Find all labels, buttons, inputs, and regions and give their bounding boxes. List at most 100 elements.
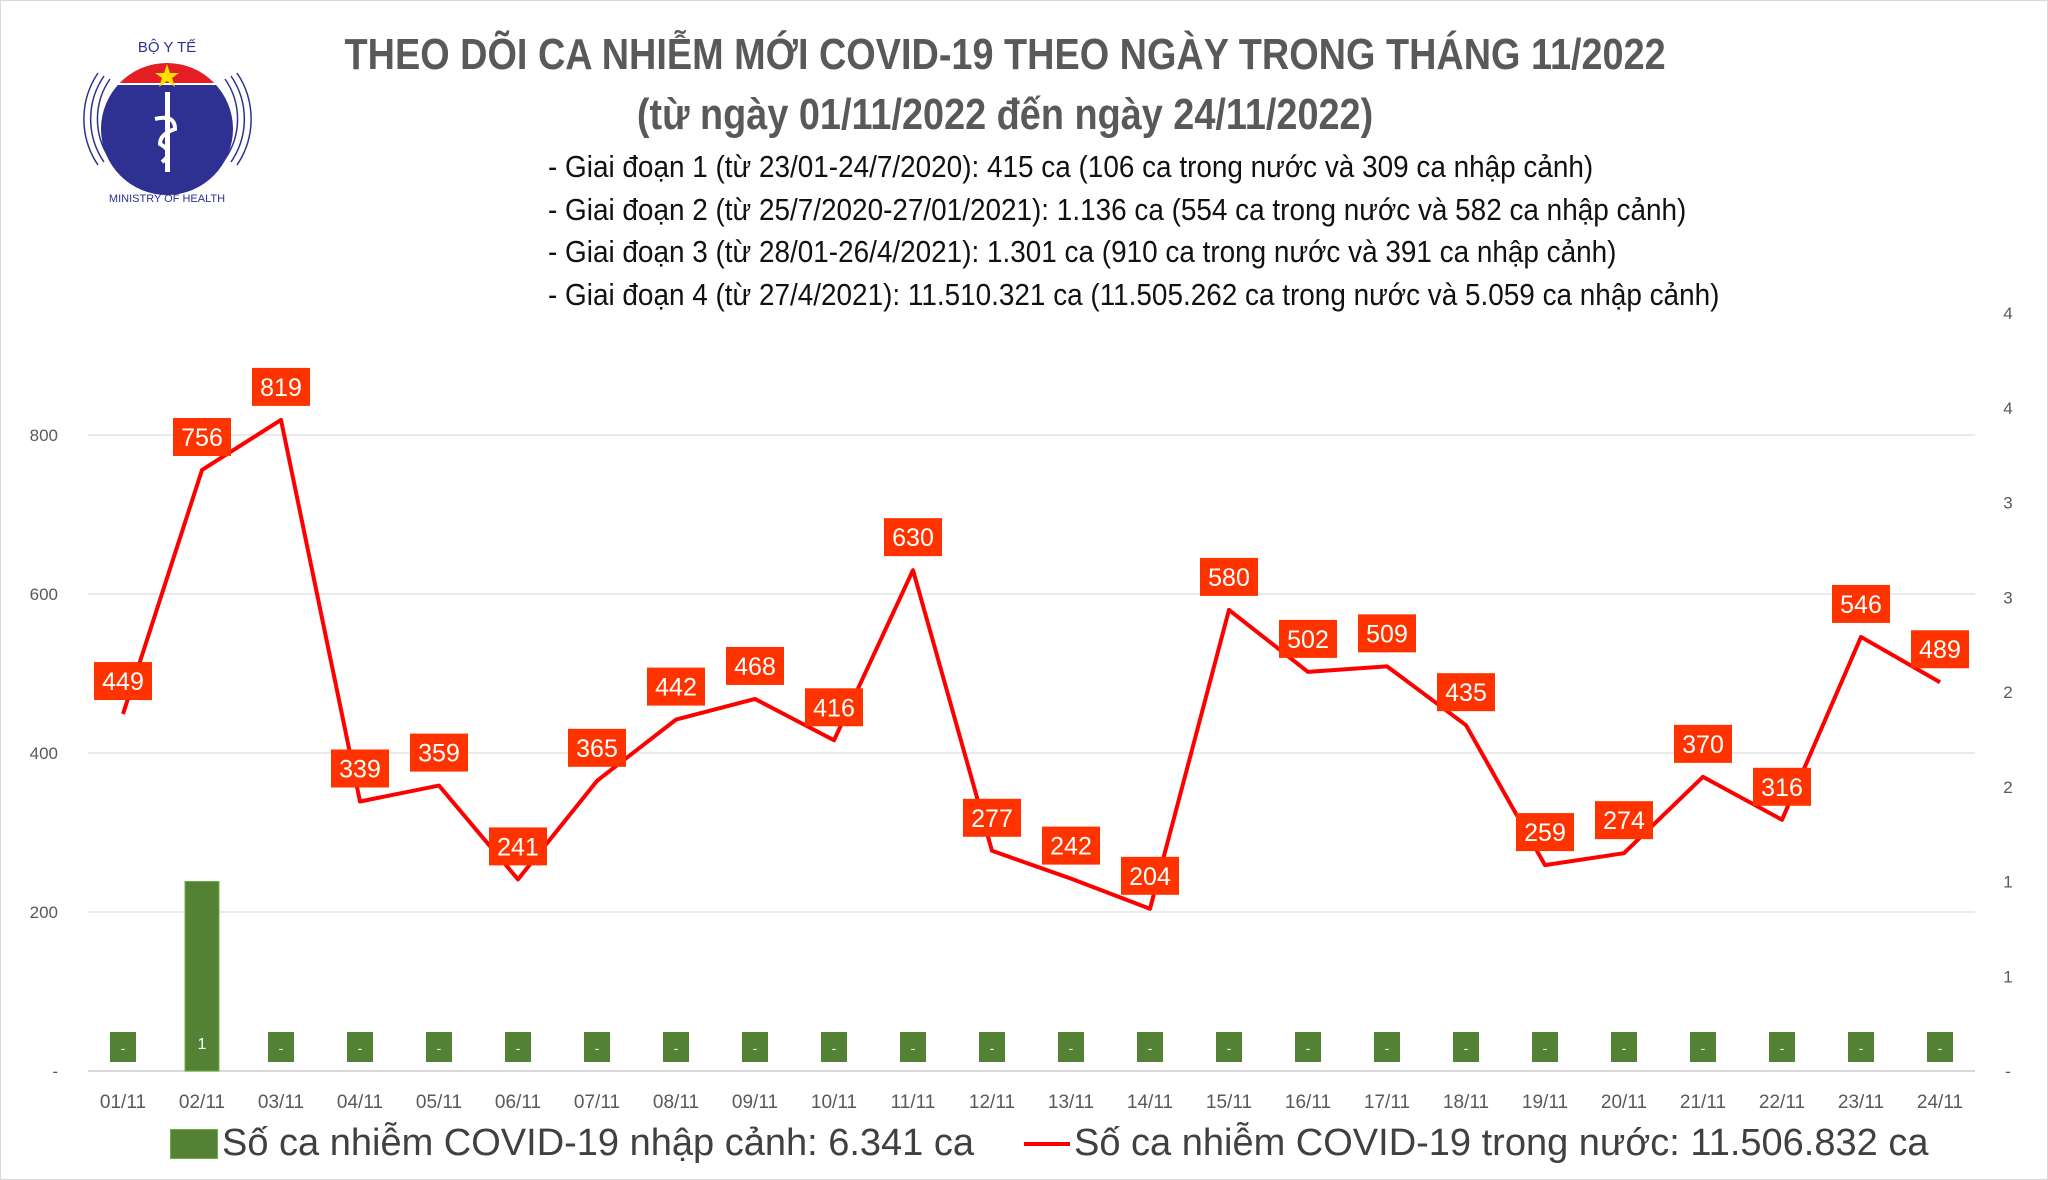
x-axis-tick-label: 23/11: [1838, 1092, 1884, 1113]
data-label-box: [252, 367, 310, 406]
stage-summary: - Giai đoạn 1 (từ 23/01-24/7/2020): 415 …: [548, 146, 1850, 316]
left-axis-tick-label: 200: [30, 903, 58, 922]
x-axis-tick-label: 04/11: [337, 1092, 383, 1113]
data-label: 442: [655, 674, 697, 702]
data-label-box: [1911, 630, 1969, 669]
x-axis-tick-label: 10/11: [811, 1092, 857, 1113]
x-axis-tick-label: 11/11: [891, 1092, 936, 1113]
bar-label: -: [1069, 1040, 1074, 1056]
data-label: 489: [1919, 636, 1961, 664]
legend-swatch-line: [1024, 1141, 1071, 1146]
data-label: 630: [892, 524, 934, 552]
bar-label: -: [1148, 1040, 1153, 1056]
x-axis-tick-label: 14/11: [1127, 1092, 1173, 1113]
data-label: 316: [1761, 774, 1803, 802]
bar-label: -: [753, 1040, 758, 1056]
bar-label: -: [1227, 1040, 1232, 1056]
bar-imported: [584, 1032, 610, 1062]
x-axis-tick-label: 21/11: [1680, 1092, 1726, 1113]
data-label: 277: [971, 805, 1013, 833]
bar-imported: [1216, 1032, 1242, 1062]
legend-swatch-bar: [170, 1128, 218, 1159]
data-label-box: [568, 728, 626, 767]
bar-imported: [1690, 1032, 1716, 1062]
bar-label: -: [516, 1040, 521, 1056]
x-axis-tick-label: 02/11: [179, 1092, 225, 1113]
data-label-box: [805, 688, 863, 727]
bar-label: -: [832, 1040, 837, 1056]
line-domestic: [121, 417, 1941, 911]
bar-label: -: [595, 1040, 600, 1056]
data-label-box: [1832, 584, 1890, 623]
data-label-box: [963, 798, 1021, 837]
data-label: 580: [1208, 564, 1250, 592]
bar-label: -: [1701, 1040, 1706, 1056]
data-label: 509: [1366, 620, 1408, 648]
x-axis-tick-label: 01/11: [100, 1092, 146, 1113]
data-label-box: [647, 667, 705, 706]
right-axis-tick-label: 1: [2003, 873, 2012, 892]
right-axis-tick-label: 3: [2003, 588, 2012, 607]
data-label: 449: [102, 668, 144, 696]
bar-imported: [1058, 1032, 1084, 1062]
data-label: 756: [181, 424, 223, 452]
bar-label: -: [1938, 1040, 1943, 1056]
right-axis-tick-label: 3: [2003, 494, 2012, 513]
data-label-box: [726, 646, 784, 685]
data-label-box: [1595, 801, 1653, 840]
left-axis-tick-label: 400: [30, 744, 58, 763]
right-axis-tick-label: 4: [2003, 304, 2012, 323]
x-axis-tick-label: 03/11: [258, 1092, 304, 1113]
bar-label: -: [1385, 1040, 1390, 1056]
legend-label-domestic: Số ca nhiễm COVID-19 trong nước: 11.506.…: [1074, 1122, 1929, 1164]
bar-imported: [268, 1032, 294, 1062]
bar-label: -: [1464, 1040, 1469, 1056]
data-label-box: [1753, 767, 1811, 806]
data-label-box: [489, 827, 547, 866]
x-axis-tick-label: 16/11: [1285, 1092, 1331, 1113]
right-axis-tick-label: -: [2005, 1062, 2011, 1081]
bar-label: -: [990, 1040, 995, 1056]
data-label-box: [331, 749, 389, 788]
data-label: 204: [1129, 863, 1171, 891]
bar-imported: [821, 1032, 847, 1062]
data-label: 416: [813, 694, 855, 722]
ministry-of-health-logo: BỘ Y TẾ MINISTRY OF HEALTH: [83, 39, 252, 204]
x-axis-tick-label: 13/11: [1048, 1092, 1094, 1113]
right-axis-tick-label: 2: [2003, 683, 2012, 702]
data-label-box: [173, 417, 231, 456]
chart-title: THEO DÕI CA NHIỄM MỚI COVID-19 THEO NGÀY…: [344, 30, 1666, 79]
right-axis-tick-label: 4: [2003, 399, 2012, 418]
data-label-box: [1674, 724, 1732, 763]
left-axis-tick-label: -: [52, 1062, 58, 1081]
x-axis-tick-label: 15/11: [1206, 1092, 1252, 1113]
data-label-box: [1358, 614, 1416, 653]
data-label-box: [1516, 813, 1574, 852]
data-label-box: [1200, 557, 1258, 596]
bar-imported: [663, 1032, 689, 1062]
bar-imported: [979, 1032, 1005, 1062]
data-label-box: [1437, 673, 1495, 712]
data-label-box: [1279, 619, 1337, 658]
bar-imported: [1769, 1032, 1795, 1062]
bar-label: -: [279, 1040, 284, 1056]
bar-imported: [1848, 1032, 1874, 1062]
bar-imported: [347, 1032, 373, 1062]
data-label-box: [1042, 826, 1100, 865]
x-axis-tick-label: 18/11: [1443, 1092, 1489, 1113]
bar-imported: [1453, 1032, 1479, 1062]
bar-label: -: [1543, 1040, 1548, 1056]
bar-imported: [1611, 1032, 1637, 1062]
bar-imported: [1927, 1032, 1953, 1062]
x-axis-tick-label: 07/11: [574, 1092, 620, 1113]
x-axis-tick-label: 20/11: [1601, 1092, 1647, 1113]
stage-1: - Giai đoạn 1 (từ 23/01-24/7/2020): 415 …: [548, 149, 1594, 184]
data-label-box: [884, 518, 942, 557]
data-label: 435: [1445, 679, 1487, 707]
bar-label: -: [911, 1040, 916, 1056]
legend: Số ca nhiễm COVID-19 nhập cảnh: 6.341 ca…: [170, 1122, 1928, 1165]
right-axis-tick-label: 1: [2003, 967, 2012, 986]
x-axis-tick-label: 24/11: [1917, 1092, 1963, 1113]
bar-imported: [1374, 1032, 1400, 1062]
data-label: 819: [260, 374, 302, 402]
